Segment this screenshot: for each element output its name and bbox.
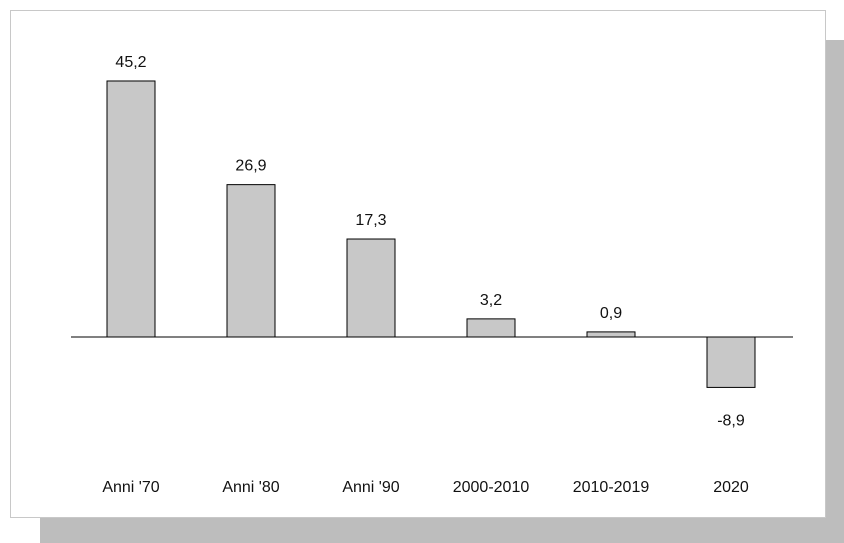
category-labels-group: Anni '70 Anni '80 Anni '90 2000-2010 2010-20… xyxy=(102,479,749,496)
bar xyxy=(586,331,636,338)
category-label: 2020 xyxy=(713,479,749,496)
bar xyxy=(346,238,396,338)
data-label: 26,9 xyxy=(235,158,266,175)
bar xyxy=(706,336,756,388)
bar xyxy=(466,318,516,338)
category-label: Anni '70 xyxy=(102,479,159,496)
bar-chart: 45,226,917,33,20,9-8,9 Anni '70 Anni '80 A… xyxy=(71,54,793,496)
bar xyxy=(226,184,276,338)
data-label: 3,2 xyxy=(480,292,502,309)
data-label: 17,3 xyxy=(355,212,386,229)
category-label: Anni '80 xyxy=(222,479,279,496)
data-labels-group: 45,2 26,9 17,3 3,2 0,9 -8,9 xyxy=(115,54,744,429)
category-label: Anni '90 xyxy=(342,479,399,496)
category-label: 2010-2019 xyxy=(573,479,650,496)
bars-group xyxy=(106,80,756,388)
data-label: 45,2 xyxy=(115,54,146,71)
data-label: -8,9 xyxy=(717,412,745,429)
chart-panel: 45,2 26,9 17,3 3,2 0,9 -8,9 Anni '70 Anni '80 A… xyxy=(10,10,826,518)
category-label: 2000-2010 xyxy=(453,479,530,496)
data-label: 0,9 xyxy=(600,305,622,322)
bar xyxy=(106,80,156,338)
